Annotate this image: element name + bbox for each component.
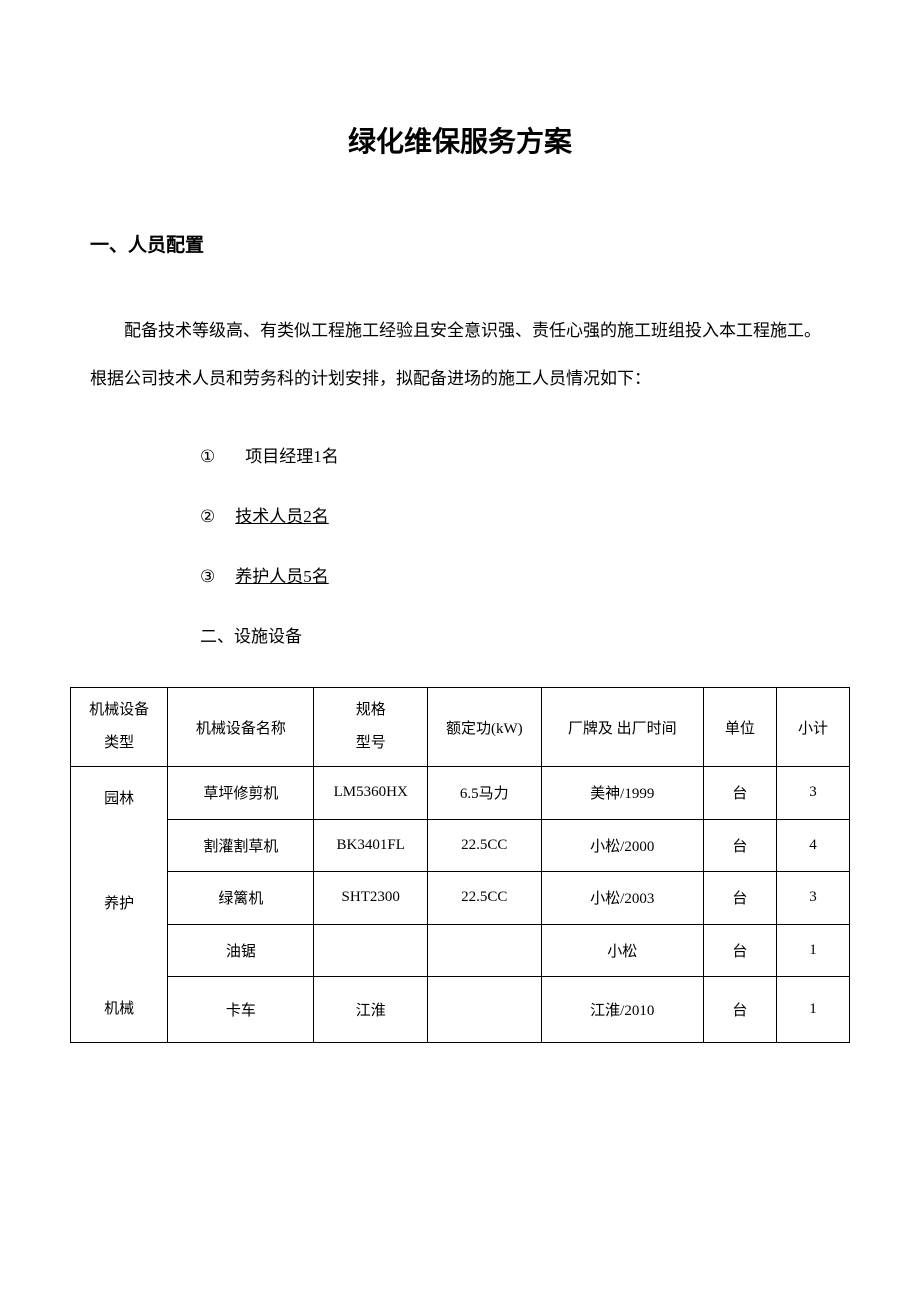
- category-text: 园林: [104, 791, 134, 807]
- cell-spec: SHT2300: [314, 872, 428, 924]
- header-text: 类型: [104, 735, 134, 751]
- cell-brand: 江淮/2010: [541, 977, 703, 1043]
- cell-power: 22.5CC: [428, 872, 542, 924]
- cell-count: 3: [776, 872, 849, 924]
- cell-count: 3: [776, 767, 849, 819]
- section1-paragraph: 配备技术等级高、有类似工程施工经验且安全意识强、责任心强的施工班组投入本工程施工…: [90, 307, 830, 402]
- header-name: 机械设备名称: [168, 688, 314, 767]
- cell-power: 6.5马力: [428, 767, 542, 819]
- table-row: 卡车 江淮 江淮/2010 台 1: [71, 977, 850, 1043]
- header-unit: 单位: [703, 688, 776, 767]
- cell-brand: 小松/2003: [541, 872, 703, 924]
- cell-unit: 台: [703, 924, 776, 976]
- list-marker: ③: [200, 567, 215, 587]
- list-item-text: 技术人员2名: [235, 507, 329, 526]
- header-text: 规格: [356, 702, 386, 718]
- table-row: 园林 养护 机械 草坪修剪机 LM5360HX 6.5马力 美神/1999 台 …: [71, 767, 850, 819]
- cell-unit: 台: [703, 767, 776, 819]
- list-marker: ①: [200, 447, 215, 467]
- header-brand: 厂牌及 出厂时间: [541, 688, 703, 767]
- list-item-text: 养护人员5名: [235, 567, 329, 586]
- category-text: 机械: [104, 1001, 134, 1017]
- cell-category: 园林 养护 机械: [71, 767, 168, 1043]
- personnel-list: ① 项目经理1名 ② 技术人员2名 ③ 养护人员5名: [200, 442, 830, 587]
- section1-heading: 一、人员配置: [90, 230, 830, 257]
- cell-power: 22.5CC: [428, 819, 542, 871]
- document-title: 绿化维保服务方案: [90, 120, 830, 160]
- cell-spec: BK3401FL: [314, 819, 428, 871]
- cell-name: 卡车: [168, 977, 314, 1043]
- cell-power: [428, 924, 542, 976]
- list-item: ② 技术人员2名: [200, 502, 830, 527]
- header-count: 小计: [776, 688, 849, 767]
- cell-count: 1: [776, 924, 849, 976]
- table-row: 油锯 小松 台 1: [71, 924, 850, 976]
- list-marker: ②: [200, 507, 215, 527]
- header-text: 机械设备: [89, 702, 149, 718]
- cell-name: 绿篱机: [168, 872, 314, 924]
- table-header-row: 机械设备 类型 机械设备名称 规格 型号 额定功(kW) 厂牌及 出厂时间 单位…: [71, 688, 850, 767]
- cell-name: 割灌割草机: [168, 819, 314, 871]
- header-type: 机械设备 类型: [71, 688, 168, 767]
- list-item-text: 项目经理1名: [245, 447, 339, 466]
- category-text: 养护: [104, 896, 134, 912]
- cell-count: 1: [776, 977, 849, 1043]
- table-row: 割灌割草机 BK3401FL 22.5CC 小松/2000 台 4: [71, 819, 850, 871]
- cell-count: 4: [776, 819, 849, 871]
- list-item: ① 项目经理1名: [200, 442, 830, 467]
- cell-spec: 江淮: [314, 977, 428, 1043]
- cell-brand: 美神/1999: [541, 767, 703, 819]
- equipment-table: 机械设备 类型 机械设备名称 规格 型号 额定功(kW) 厂牌及 出厂时间 单位…: [70, 687, 850, 1043]
- cell-brand: 小松: [541, 924, 703, 976]
- table-row: 绿篱机 SHT2300 22.5CC 小松/2003 台 3: [71, 872, 850, 924]
- cell-unit: 台: [703, 872, 776, 924]
- cell-brand: 小松/2000: [541, 819, 703, 871]
- header-spec: 规格 型号: [314, 688, 428, 767]
- list-item: ③ 养护人员5名: [200, 562, 830, 587]
- cell-unit: 台: [703, 819, 776, 871]
- cell-name: 油锯: [168, 924, 314, 976]
- header-power: 额定功(kW): [428, 688, 542, 767]
- cell-power: [428, 977, 542, 1043]
- cell-name: 草坪修剪机: [168, 767, 314, 819]
- cell-unit: 台: [703, 977, 776, 1043]
- cell-spec: [314, 924, 428, 976]
- cell-spec: LM5360HX: [314, 767, 428, 819]
- header-text: 型号: [356, 735, 386, 751]
- section2-heading: 二、设施设备: [200, 622, 830, 647]
